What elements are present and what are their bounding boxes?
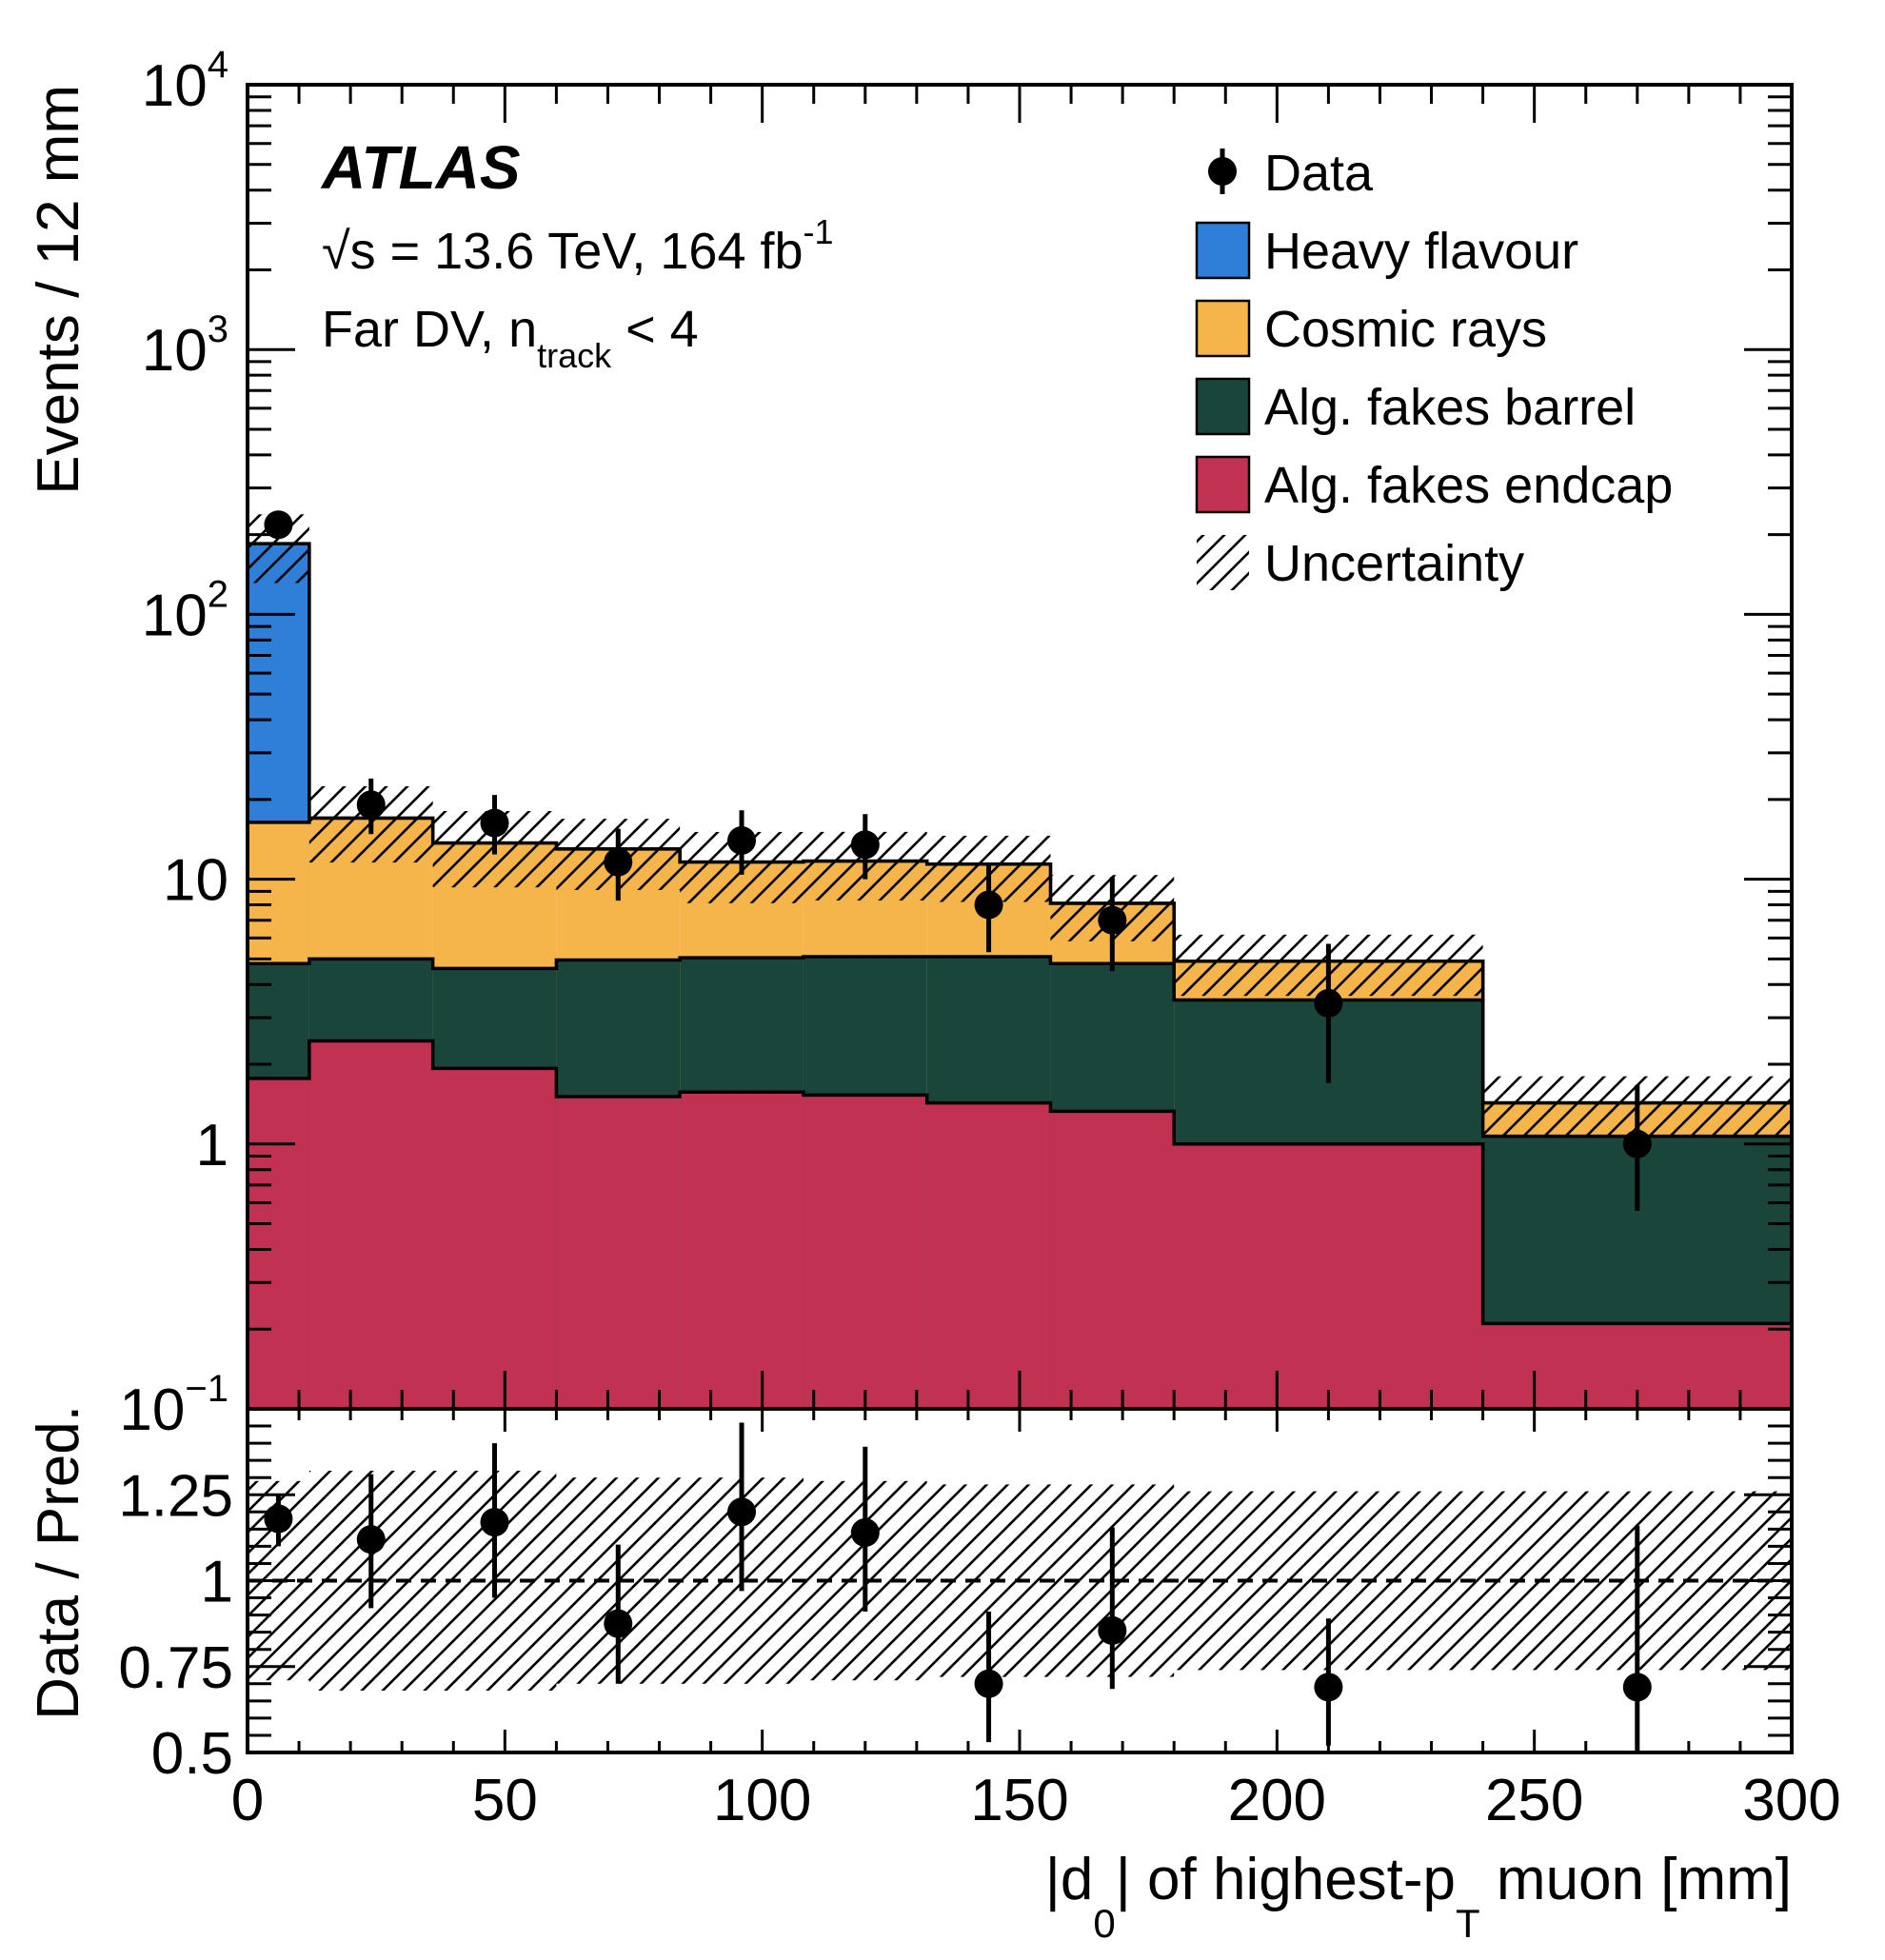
legend-swatch-endcap bbox=[1195, 455, 1251, 514]
ratio-point bbox=[1098, 1615, 1127, 1645]
legend-label: Heavy flavour bbox=[1264, 223, 1578, 280]
legend-item-unc: Uncertainty bbox=[1197, 535, 1524, 592]
data-point bbox=[974, 890, 1003, 920]
data-point bbox=[1622, 1129, 1652, 1158]
ratio-tick-label: 1.25 bbox=[118, 1463, 233, 1529]
data-point bbox=[1314, 988, 1343, 1018]
stacked-histogram bbox=[248, 542, 1792, 1409]
x-tick-label: 200 bbox=[1228, 1768, 1326, 1833]
data-point bbox=[604, 847, 633, 877]
y-tick-label: 103 bbox=[142, 308, 228, 384]
outline-endcap bbox=[248, 1039, 1792, 1326]
y-tick-label: 102 bbox=[142, 573, 228, 648]
bar-endcap bbox=[248, 1078, 309, 1409]
x-tick-label: 50 bbox=[472, 1768, 538, 1833]
ratio-frame bbox=[246, 1407, 1794, 1754]
legend-label: Cosmic rays bbox=[1264, 301, 1547, 358]
ratio-tick-label: 0.5 bbox=[151, 1721, 233, 1787]
legend-label: Data bbox=[1264, 145, 1374, 202]
ratio-y-axis-title: Data / Pred. bbox=[26, 1405, 91, 1720]
ratio-point bbox=[1622, 1673, 1652, 1702]
y-axis-title: Events / 12 mm bbox=[26, 85, 91, 495]
y-tick-label: 10−1 bbox=[119, 1368, 228, 1443]
y-tick-label: 10 bbox=[163, 848, 228, 914]
x-tick-label: 0 bbox=[231, 1768, 264, 1833]
data-point bbox=[1098, 905, 1127, 935]
legend-item-cosmic: Cosmic rays bbox=[1195, 299, 1547, 358]
legend-label: Alg. fakes barrel bbox=[1264, 379, 1636, 436]
y-tick-label: 104 bbox=[142, 44, 228, 119]
x-tick-label: 300 bbox=[1742, 1768, 1840, 1833]
legend-item-data: Data bbox=[1208, 145, 1374, 202]
legend-item-hf: Heavy flavour bbox=[1195, 221, 1578, 280]
legend-swatch-hf bbox=[1195, 221, 1251, 280]
data-point bbox=[264, 510, 293, 540]
y-tick-label: 1 bbox=[196, 1113, 228, 1178]
data-point bbox=[850, 830, 880, 860]
legend-data-marker bbox=[1208, 157, 1237, 186]
legend-swatch-barrel bbox=[1195, 377, 1251, 436]
legend-label: Alg. fakes endcap bbox=[1264, 457, 1673, 514]
bar-endcap bbox=[308, 1040, 433, 1409]
ratio-points bbox=[264, 1422, 1652, 1752]
data-point bbox=[480, 808, 509, 838]
ratio-point bbox=[727, 1497, 757, 1527]
bar-endcap bbox=[1174, 1143, 1483, 1409]
ratio-point bbox=[356, 1525, 386, 1554]
outline-barrel bbox=[248, 955, 1792, 1138]
ratio-point bbox=[850, 1517, 880, 1547]
ratio-tick-labels: 1.25 1 0.75 0.5 bbox=[118, 1463, 233, 1787]
selection-label: Far DV, ntrack < 4 bbox=[322, 301, 699, 375]
ratio-point bbox=[480, 1508, 509, 1537]
x-tick-label: 250 bbox=[1485, 1768, 1583, 1833]
data-point bbox=[356, 790, 386, 820]
legend-swatch-cosmic bbox=[1195, 299, 1251, 358]
bar-endcap bbox=[432, 1068, 557, 1409]
x-tick-label: 150 bbox=[970, 1768, 1068, 1833]
x-tick-label: 100 bbox=[713, 1768, 811, 1833]
legend-swatch-hatch bbox=[1197, 535, 1249, 590]
ratio-tick-label: 0.75 bbox=[118, 1635, 233, 1701]
energy-lumi-label: √s = 13.6 TeV, 164 fb-1 bbox=[322, 212, 834, 280]
x-tick-labels: 0 50 100 150 200 250 300 bbox=[231, 1768, 1841, 1833]
bar-endcap bbox=[803, 1095, 927, 1409]
bar-endcap bbox=[1050, 1111, 1175, 1409]
ratio-tick-label: 1 bbox=[201, 1550, 233, 1615]
ratio-point bbox=[974, 1669, 1003, 1698]
legend: Data Heavy flavour Cosmic rays Alg. fakes b… bbox=[1195, 145, 1673, 592]
bar-endcap bbox=[556, 1097, 681, 1409]
experiment-label: ATLAS bbox=[320, 133, 521, 202]
bar-endcap bbox=[926, 1102, 1051, 1409]
legend-item-endcap: Alg. fakes endcap bbox=[1195, 455, 1673, 514]
bar-endcap bbox=[680, 1092, 804, 1409]
legend-item-barrel: Alg. fakes barrel bbox=[1195, 377, 1636, 436]
data-points bbox=[264, 510, 1652, 1211]
ratio-point bbox=[604, 1609, 633, 1638]
x-axis-title: |d0| of highest-pT muon [mm] bbox=[1045, 1847, 1792, 1946]
ratio-point bbox=[1314, 1673, 1343, 1702]
ticks bbox=[246, 83, 1794, 1752]
legend-label: Uncertainty bbox=[1264, 535, 1524, 592]
data-point bbox=[727, 825, 757, 855]
